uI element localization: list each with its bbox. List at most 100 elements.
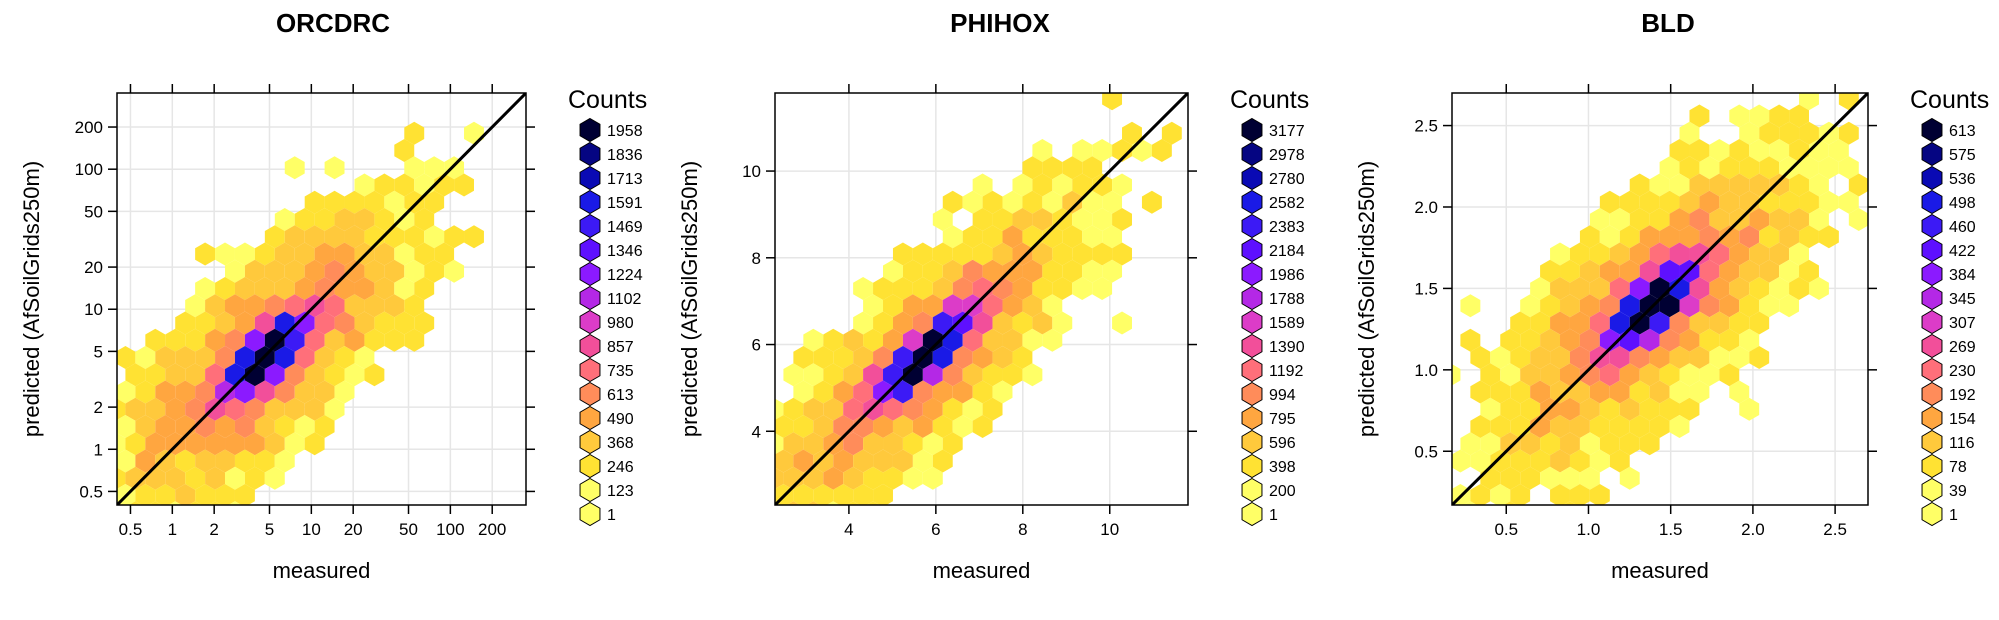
- hexbin-cell: [932, 277, 953, 300]
- hexbin-cell: [165, 328, 186, 352]
- hexbin-cell: [394, 277, 415, 300]
- legend-swatch: [1921, 117, 1943, 143]
- hexbin-cell: [922, 259, 943, 283]
- hexbin-cell: [314, 277, 335, 300]
- legend-swatch: [1921, 381, 1943, 407]
- hexbin-cell: [863, 432, 884, 456]
- legend-title: Counts: [568, 86, 647, 114]
- hexbin-cell: [1042, 328, 1063, 352]
- hexbin-cell: [1072, 277, 1093, 300]
- hexbin-cell: [843, 397, 864, 421]
- x-tick-label: 1: [168, 520, 177, 539]
- hexbin-cell: [304, 432, 325, 456]
- hexbin-cell: [1619, 294, 1640, 318]
- hexbin-cell: [972, 311, 993, 335]
- hexbin-cell: [783, 397, 804, 421]
- hexbin-cell: [1619, 432, 1640, 456]
- legend-label: 1589: [1269, 315, 1305, 332]
- hexbin-cell: [1679, 121, 1700, 145]
- hexbin-cell: [205, 466, 226, 490]
- hexbin-cell: [125, 363, 146, 387]
- legend-swatch: [579, 285, 601, 311]
- hexbin-cell: [932, 346, 953, 369]
- hexbin-cell: [168, 501, 182, 505]
- hexbin-cell: [846, 501, 860, 505]
- hexbin-cell: [952, 277, 973, 300]
- hexbin-cell: [982, 294, 1003, 318]
- hexbin-cell: [912, 380, 933, 404]
- hexbin-cell: [1002, 328, 1023, 352]
- hexbin-cell: [284, 156, 305, 180]
- hexbin-cell: [1679, 156, 1700, 180]
- hexbin-cell: [1550, 311, 1570, 335]
- hexbin-cell: [853, 311, 874, 335]
- hexbin-cell: [1779, 225, 1800, 249]
- hexbin-cell: [208, 501, 222, 505]
- hexbin-cell: [205, 397, 226, 421]
- hexbin-cell: [1699, 190, 1720, 214]
- hexbin-cell: [274, 277, 295, 300]
- hexbin-cell: [1699, 156, 1720, 180]
- hexbin-cell: [1022, 328, 1043, 352]
- hexbin-cell: [1589, 484, 1610, 505]
- hexbin-cell: [1609, 242, 1630, 266]
- hexbin-cell: [404, 121, 425, 145]
- hexbin-cell: [304, 190, 325, 214]
- hexbin-cell: [982, 259, 1003, 283]
- hexbin-cell: [1739, 397, 1760, 421]
- hexbin-cell: [264, 225, 285, 249]
- hexbin-cell: [344, 328, 365, 352]
- hexbin-cell: [334, 346, 355, 369]
- hexbin-cell: [1719, 294, 1740, 318]
- hexbin-cell: [384, 294, 405, 318]
- hexbin-cell: [334, 380, 355, 404]
- hexbin-cell: [1589, 208, 1610, 231]
- hexbin-cell: [1112, 311, 1132, 335]
- hexbin-cell: [96, 415, 116, 438]
- plot-frame: [116, 92, 527, 506]
- hexbin-cell: [414, 311, 435, 335]
- legend-label: 536: [1949, 171, 1976, 188]
- hexbin-cell: [1540, 259, 1561, 283]
- hexbin-cell: [1042, 294, 1063, 318]
- hexbin-cell: [912, 311, 933, 335]
- hexbin-cell: [1579, 328, 1600, 352]
- hexbin-cell: [853, 380, 874, 404]
- hexbin-cell: [155, 415, 176, 438]
- hexbin-cell: [912, 449, 933, 473]
- hexbin-cell: [873, 277, 893, 300]
- hexbin-cell: [783, 466, 804, 490]
- hexbin-cell: [1749, 346, 1770, 369]
- legend-swatch: [1241, 357, 1263, 383]
- x-tick-label: 50: [399, 520, 418, 539]
- legend-label: 246: [607, 459, 634, 476]
- x-tick-label: 10: [1100, 520, 1119, 539]
- legend-label: 1986: [1269, 267, 1305, 284]
- legend-label: 1591: [607, 195, 643, 212]
- hexbin-cell: [972, 380, 993, 404]
- hexbin-cell: [1669, 380, 1690, 404]
- hexbin-cell: [1500, 328, 1521, 352]
- y-tick-label: 4: [752, 422, 761, 441]
- hexbin-cell: [195, 346, 216, 369]
- hexbin-cell: [1563, 501, 1577, 505]
- x-tick-label: 8: [1018, 520, 1027, 539]
- legend-label: 2978: [1269, 147, 1305, 164]
- hexbin-cell: [1579, 432, 1600, 456]
- hexbin-cell: [1032, 208, 1053, 231]
- hexbin-cell: [793, 415, 814, 438]
- hexbin-cell: [284, 363, 305, 387]
- legend-swatch: [1241, 165, 1263, 191]
- hexbin-cell: [225, 432, 245, 456]
- hexbin-cell: [1789, 173, 1809, 197]
- hexbin-cell: [185, 432, 206, 456]
- hexbin-cell: [1609, 208, 1630, 231]
- y-tick-label: 6: [752, 336, 761, 355]
- y-tick-label: 1: [94, 440, 103, 459]
- hexbin-cell: [866, 501, 880, 505]
- hexbin-cell: [1609, 449, 1630, 473]
- hexbin-cell: [1699, 259, 1720, 283]
- hexbin-cell: [364, 190, 385, 214]
- legend-swatch: [1921, 405, 1943, 431]
- x-tick-label: 0.5: [1494, 520, 1518, 539]
